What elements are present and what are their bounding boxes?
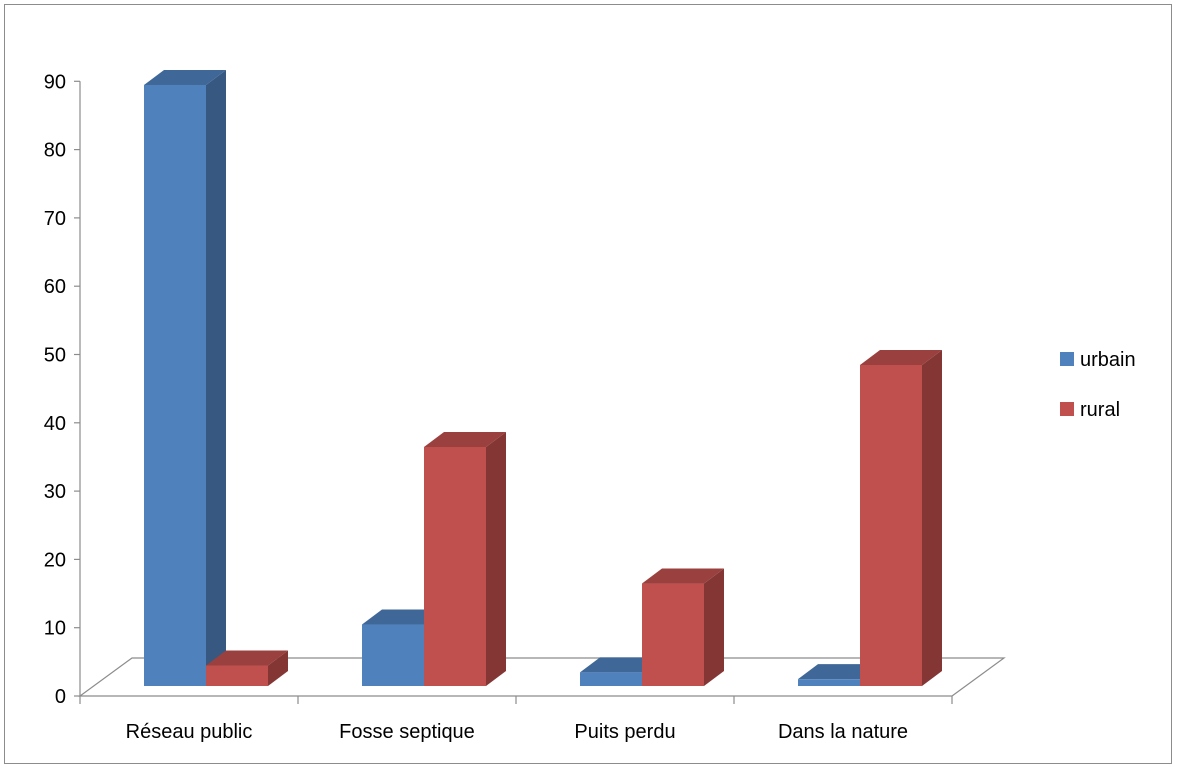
legend-item-rural: rural: [1060, 399, 1120, 421]
bar-front-face: [206, 665, 268, 686]
x-category-label: Fosse septique: [339, 721, 475, 743]
bar-top-face: [206, 650, 288, 666]
labels-group: 0 10 20 30 40 50 60 70 80 90 Réseau public Fosse se…: [44, 71, 908, 743]
bar-side-face: [704, 568, 724, 686]
y-tick-label: 30: [44, 481, 66, 503]
bars-group: [144, 69, 942, 686]
bar-urbain: [144, 69, 226, 686]
legend-label: urbain: [1080, 349, 1136, 371]
bar-front-face: [642, 583, 704, 686]
bar-rural: [206, 650, 288, 686]
x-category-label: Puits perdu: [574, 721, 675, 743]
y-tick-label: 50: [44, 345, 66, 367]
bar-front-face: [580, 672, 642, 686]
y-tick-label: 80: [44, 140, 66, 162]
y-tick-label: 0: [55, 686, 66, 708]
legend-swatch: [1060, 352, 1074, 366]
bar-top-face: [362, 609, 444, 625]
y-tick-label: 20: [44, 549, 66, 571]
y-tick-label: 60: [44, 276, 66, 298]
bar-top-face: [580, 657, 662, 673]
bar-top-face: [424, 431, 506, 447]
bar-front-face: [424, 446, 486, 686]
legend: urbain rural: [1060, 349, 1136, 421]
bar-rural: [424, 431, 506, 686]
y-tick-label: 40: [44, 413, 66, 435]
bar-side-face: [268, 650, 288, 686]
legend-label: rural: [1080, 399, 1120, 421]
bar-top-face: [144, 69, 226, 85]
bar-rural: [642, 568, 724, 686]
y-tick-label: 10: [44, 618, 66, 640]
bar-side-face: [922, 349, 942, 686]
bar-top-face: [642, 568, 724, 584]
bar-top-face: [860, 349, 942, 365]
bar-rural: [860, 349, 942, 686]
y-tick-label: 70: [44, 208, 66, 230]
y-tick-label: 90: [44, 71, 66, 93]
x-category-label: Dans la nature: [778, 721, 908, 743]
x-category-label: Réseau public: [126, 721, 253, 743]
bar-front-face: [362, 624, 424, 686]
bar-side-face: [486, 431, 506, 686]
bar-top-face: [798, 664, 880, 680]
bar-front-face: [860, 364, 922, 686]
bar-front-face: [144, 84, 206, 686]
axes-group: [74, 80, 1006, 704]
chart-floor: [78, 657, 1006, 697]
bar-side-face: [206, 69, 226, 686]
legend-item-urbain: urbain: [1060, 349, 1136, 371]
bar-front-face: [798, 679, 860, 686]
legend-swatch: [1060, 402, 1074, 416]
